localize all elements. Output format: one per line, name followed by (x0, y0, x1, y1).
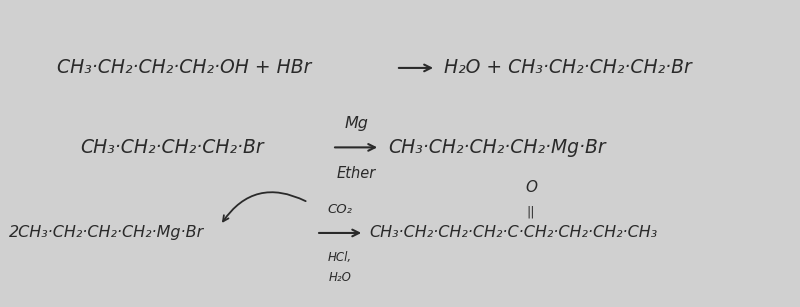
Text: Ether: Ether (337, 166, 376, 181)
Text: HCl,: HCl, (328, 251, 352, 264)
Text: H₂O: H₂O (329, 271, 351, 284)
Text: CH₃·CH₂·CH₂·CH₂·C·CH₂·CH₂·CH₂·CH₃: CH₃·CH₂·CH₂·CH₂·C·CH₂·CH₂·CH₂·CH₃ (370, 225, 658, 240)
Text: ||: || (526, 205, 535, 218)
Text: Mg: Mg (344, 115, 368, 130)
Text: CH₃·CH₂·CH₂·CH₂·Br: CH₃·CH₂·CH₂·CH₂·Br (81, 138, 264, 157)
Text: CH₃·CH₂·CH₂·CH₂·OH + HBr: CH₃·CH₂·CH₂·CH₂·OH + HBr (57, 58, 311, 77)
Text: O: O (525, 180, 537, 195)
Text: CH₃·CH₂·CH₂·CH₂·Mg·Br: CH₃·CH₂·CH₂·CH₂·Mg·Br (388, 138, 606, 157)
Text: H₂O + CH₃·CH₂·CH₂·CH₂·Br: H₂O + CH₃·CH₂·CH₂·CH₂·Br (444, 58, 692, 77)
Text: CO₂: CO₂ (328, 203, 353, 216)
Text: 2CH₃·CH₂·CH₂·CH₂·Mg·Br: 2CH₃·CH₂·CH₂·CH₂·Mg·Br (9, 225, 204, 240)
